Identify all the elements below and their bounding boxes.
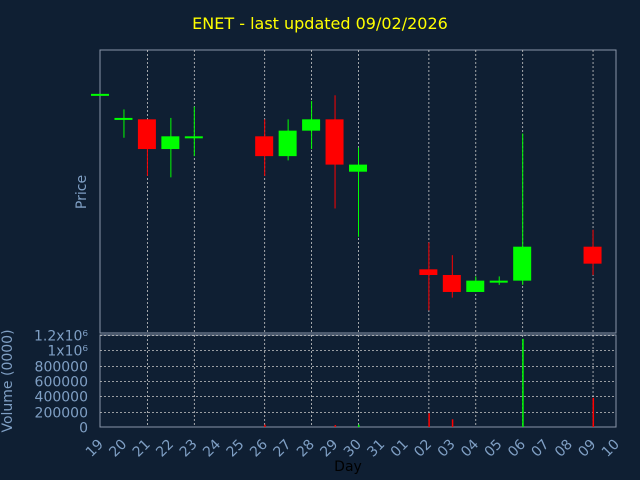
- x-tick-label: 28: [294, 437, 318, 461]
- volume-bar: [522, 338, 524, 427]
- candle-body: [419, 269, 438, 275]
- volume-bar: [592, 397, 595, 427]
- x-tick-label: 04: [458, 436, 482, 460]
- volume-bar: [451, 419, 454, 427]
- x-tick-label: 06: [505, 436, 529, 460]
- candle-body: [583, 246, 602, 264]
- candle-body: [114, 117, 133, 120]
- x-tick-label: 01: [388, 437, 412, 461]
- candle-body: [161, 136, 180, 150]
- x-tick-label: 25: [224, 437, 248, 461]
- candle-body: [442, 274, 461, 292]
- x-tick-label: 21: [130, 437, 154, 461]
- volume-tick-label: 200000: [35, 406, 88, 422]
- candle-body: [255, 136, 274, 157]
- x-tick-label: 10: [599, 437, 623, 461]
- x-tick-label: 09: [575, 437, 599, 461]
- candle-body: [302, 119, 321, 131]
- x-tick-label: 30: [341, 437, 365, 461]
- candle-body: [278, 130, 297, 157]
- candle-body: [489, 280, 508, 283]
- volume-tick-label: 1x10⁶: [47, 344, 88, 360]
- volume-bar: [264, 424, 266, 427]
- x-tick-label: 03: [435, 437, 459, 461]
- volume-tick-label: 600000: [35, 375, 88, 391]
- candle-body: [513, 246, 532, 281]
- volume-axis-label: Volume (0000): [0, 329, 16, 432]
- volume-tick-label: 1.2x10⁶: [34, 329, 88, 345]
- candle-body: [466, 280, 485, 292]
- x-tick-label: 27: [271, 437, 295, 461]
- x-tick-label: 05: [482, 437, 506, 461]
- candle-body: [137, 119, 156, 150]
- x-tick-label: 29: [317, 437, 341, 461]
- volume-bar: [334, 425, 337, 427]
- x-tick-label: 02: [411, 437, 435, 461]
- candle-body: [184, 136, 203, 139]
- chart-title: ENET - last updated 09/02/2026: [192, 14, 448, 33]
- volume-tick-label: 0: [79, 421, 88, 437]
- volume-tick-label: 400000: [35, 390, 88, 406]
- candle-body: [325, 119, 344, 165]
- x-tick-label: 26: [247, 436, 271, 460]
- x-axis-label: Day: [334, 459, 362, 475]
- volume-bar: [358, 424, 360, 427]
- price-panel-frame: [99, 49, 617, 334]
- volume-bar: [428, 413, 430, 427]
- candle-body: [91, 93, 109, 96]
- x-tick-label: 24: [200, 436, 224, 460]
- x-tick-label: 19: [83, 437, 107, 461]
- x-tick-label: 22: [153, 437, 177, 461]
- x-tick-label: 07: [529, 437, 553, 461]
- price-axis-label: Price: [74, 175, 90, 209]
- x-tick-label: 23: [177, 437, 201, 461]
- x-tick-label: 20: [106, 437, 130, 461]
- x-tick-label: 08: [552, 437, 576, 461]
- x-tick-label: 31: [364, 437, 388, 461]
- volume-panel-frame: [99, 334, 617, 428]
- volume-tick-label: 800000: [35, 360, 88, 376]
- candle-body: [349, 164, 367, 172]
